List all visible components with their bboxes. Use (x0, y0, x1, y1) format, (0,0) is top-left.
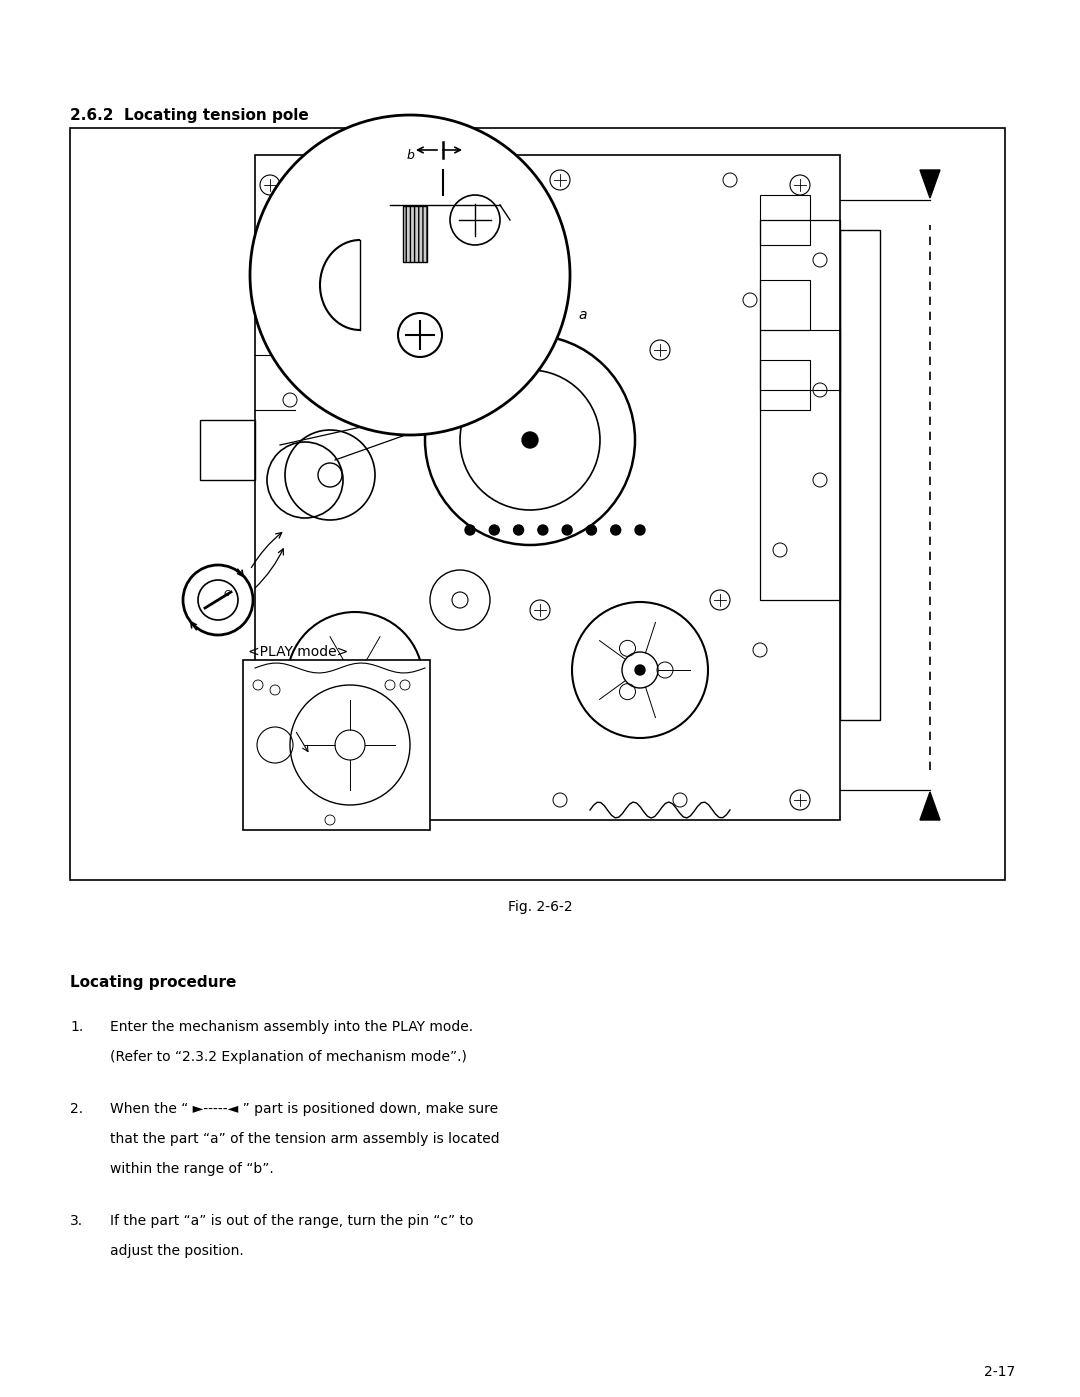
Text: a: a (578, 307, 586, 321)
Text: adjust the position.: adjust the position. (110, 1243, 244, 1259)
Bar (760, 196, 810, 244)
Bar (243, 659, 430, 830)
Circle shape (399, 313, 442, 358)
Circle shape (489, 525, 499, 535)
Circle shape (183, 564, 253, 636)
Circle shape (610, 525, 621, 535)
Bar (760, 360, 810, 409)
Circle shape (465, 525, 475, 535)
Text: (Refer to “2.3.2 Explanation of mechanism mode”.): (Refer to “2.3.2 Explanation of mechanis… (110, 1051, 467, 1065)
Polygon shape (920, 170, 940, 198)
Bar (70, 129, 1005, 880)
Bar (760, 330, 840, 390)
Polygon shape (920, 792, 940, 820)
Bar (403, 205, 427, 263)
Circle shape (563, 525, 572, 535)
Text: within the range of “b”.: within the range of “b”. (110, 1162, 273, 1176)
Circle shape (635, 665, 645, 675)
Text: c: c (222, 588, 229, 598)
Text: 2.6.2  Locating tension pole: 2.6.2 Locating tension pole (70, 108, 309, 123)
Text: Enter the mechanism assembly into the PLAY mode.: Enter the mechanism assembly into the PL… (110, 1020, 473, 1034)
Circle shape (350, 675, 360, 685)
Circle shape (586, 525, 596, 535)
Text: <PLAY mode>: <PLAY mode> (248, 645, 348, 659)
Text: 1.: 1. (70, 1020, 83, 1034)
Text: Locating procedure: Locating procedure (70, 975, 237, 990)
Circle shape (514, 525, 524, 535)
Circle shape (249, 115, 570, 434)
Text: 2.: 2. (70, 1102, 83, 1116)
Text: 3.: 3. (70, 1214, 83, 1228)
Circle shape (522, 432, 538, 448)
Text: that the part “a” of the tension arm assembly is located: that the part “a” of the tension arm ass… (110, 1132, 500, 1146)
Text: 2-17: 2-17 (984, 1365, 1015, 1379)
Bar (760, 279, 810, 330)
Text: Fig. 2-6-2: Fig. 2-6-2 (508, 900, 572, 914)
Circle shape (635, 525, 645, 535)
Text: If the part “a” is out of the range, turn the pin “c” to: If the part “a” is out of the range, tur… (110, 1214, 473, 1228)
Circle shape (538, 525, 548, 535)
Text: b: b (407, 149, 415, 162)
Text: When the “ ►-----◄ ” part is positioned down, make sure: When the “ ►-----◄ ” part is positioned … (110, 1102, 498, 1116)
